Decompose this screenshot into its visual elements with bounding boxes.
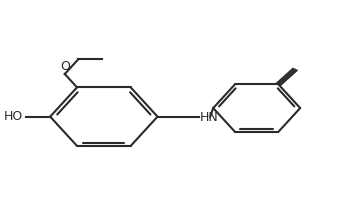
Text: HN: HN xyxy=(199,111,218,124)
Text: O: O xyxy=(60,60,70,73)
Text: HO: HO xyxy=(4,110,23,123)
